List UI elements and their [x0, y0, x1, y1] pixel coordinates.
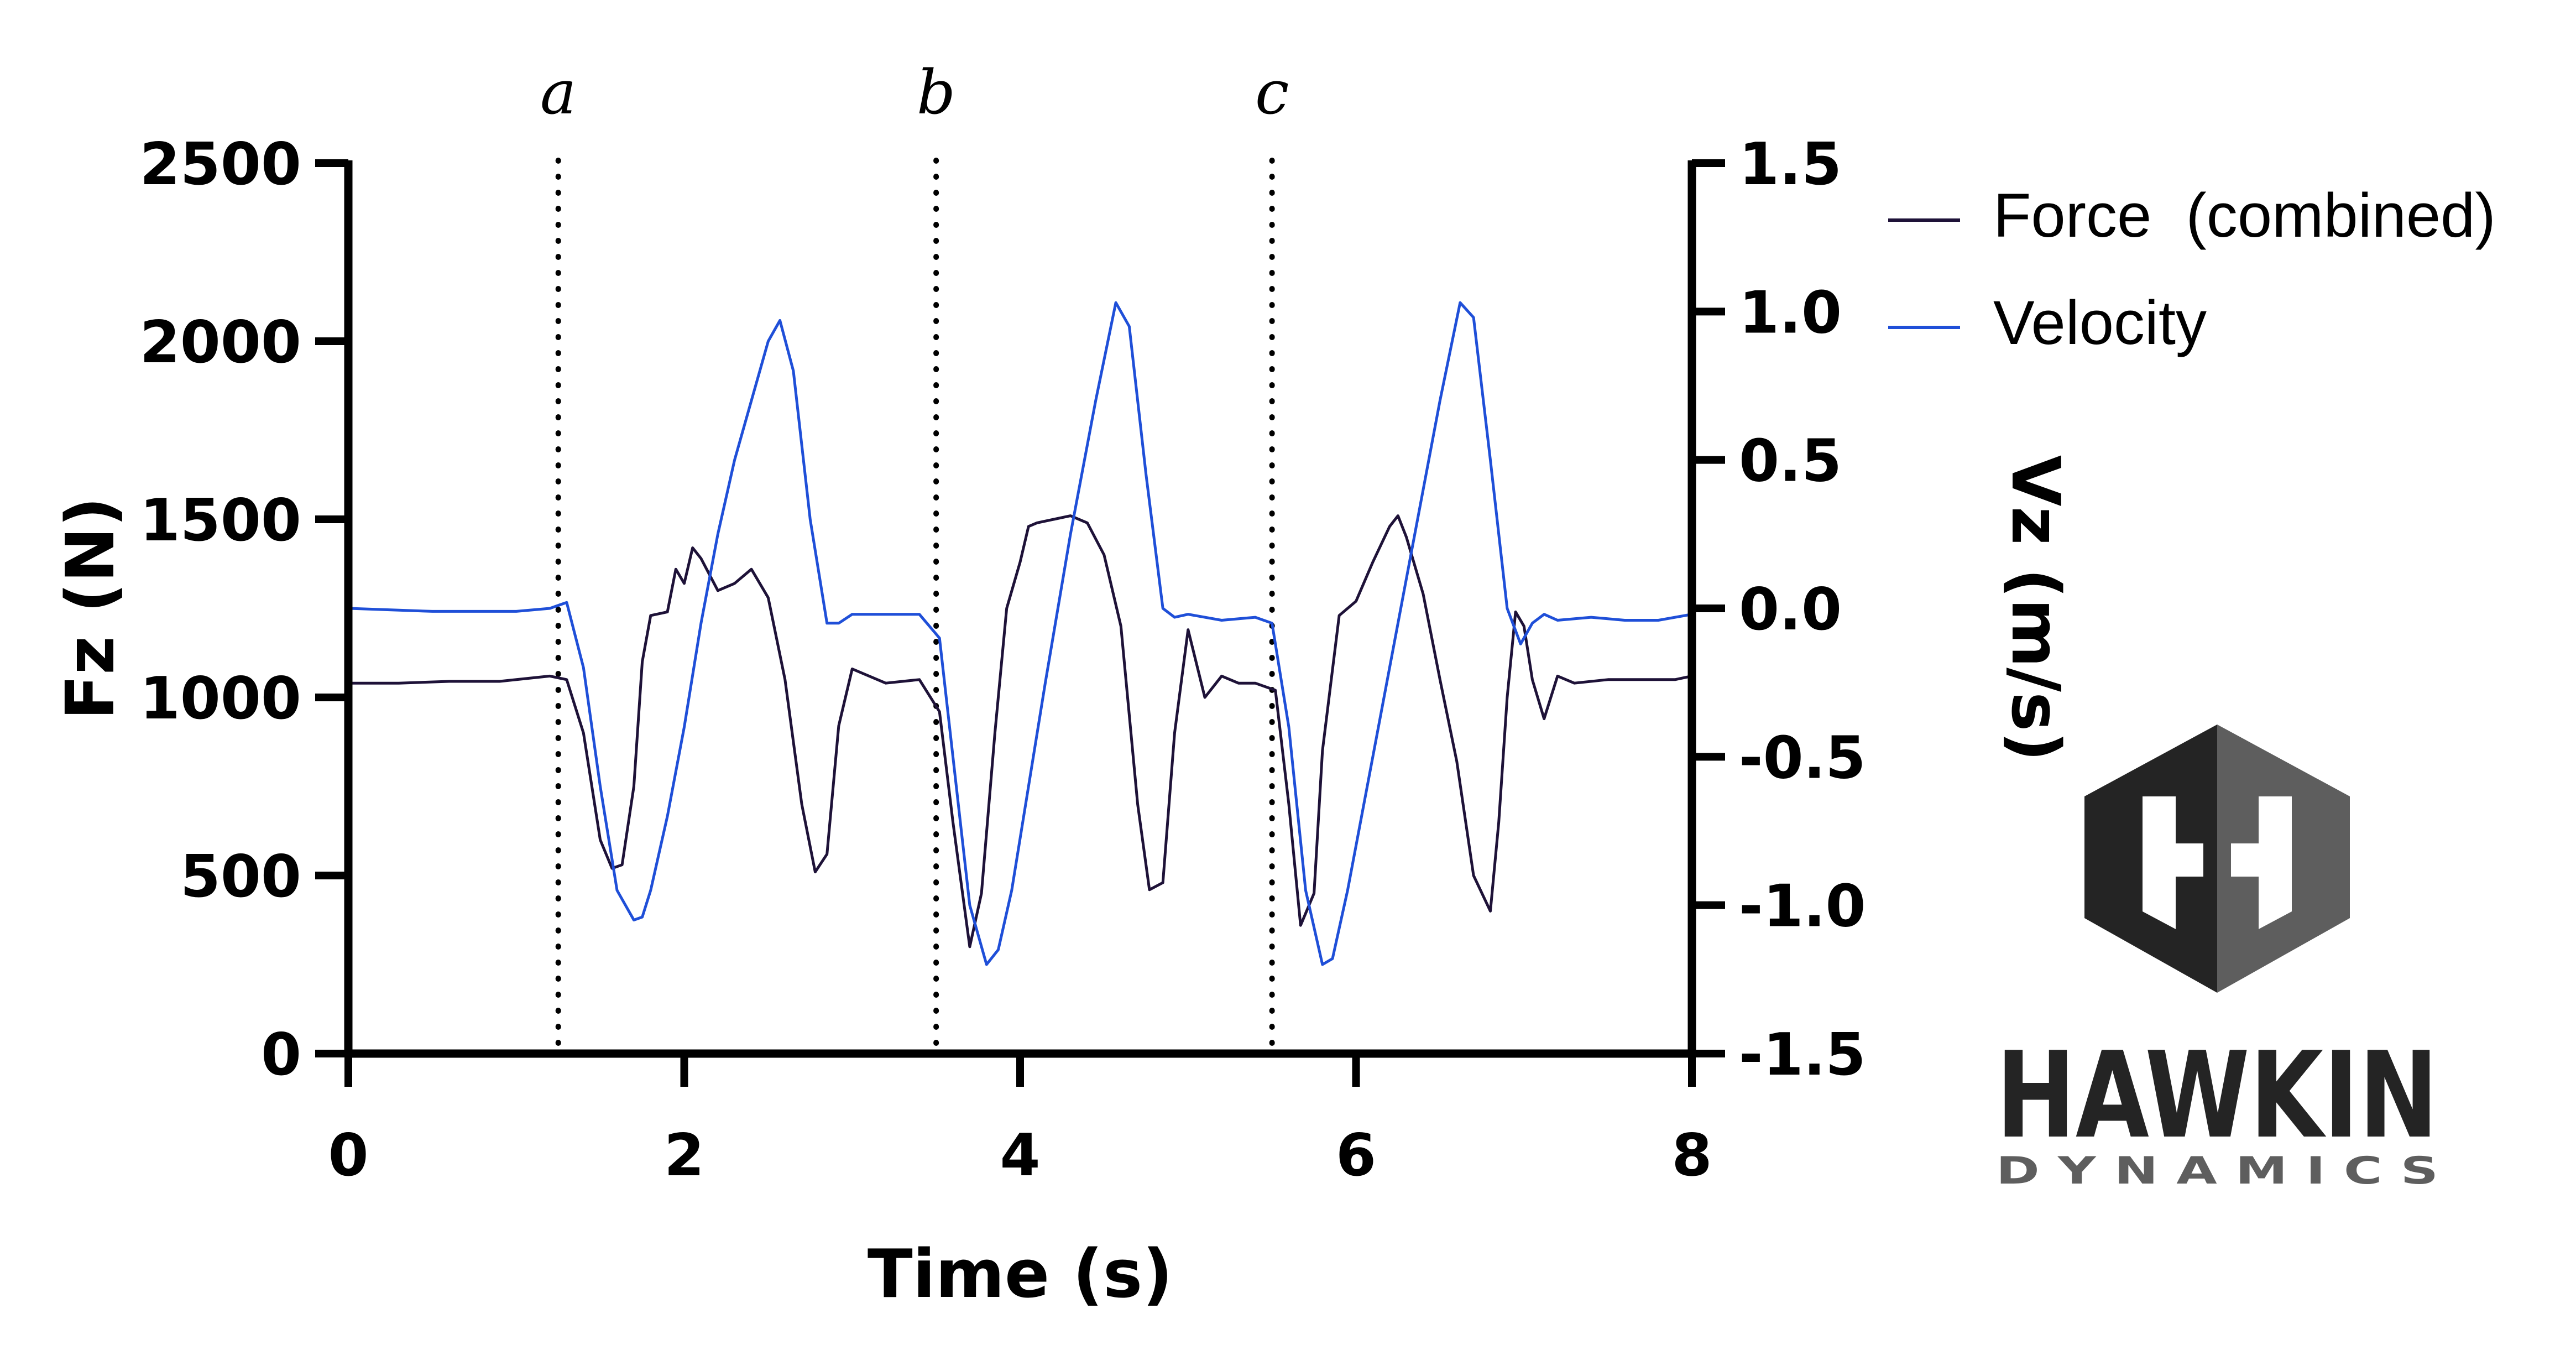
y-right-axis-ticks: -1.5 -1.0 -0.5 0.0 0.5 1.0 1.5 [1692, 131, 1866, 1088]
legend: Force (combined) Velocity [1888, 181, 2496, 357]
x-axis-title: Time (s) [868, 1236, 1173, 1313]
y-left-tick-label: 2500 [140, 131, 301, 198]
y-right-tick-label: -1.5 [1739, 1021, 1866, 1088]
x-tick-label: 2 [664, 1122, 704, 1189]
marker-label-b: b [917, 57, 955, 128]
y-right-tick-label: 0.5 [1739, 428, 1842, 495]
x-tick-label: 4 [1000, 1122, 1040, 1189]
marker-label-c: c [1255, 57, 1289, 128]
y-right-tick-label: -1.0 [1739, 873, 1866, 940]
legend-label-velocity: Velocity [1993, 288, 2207, 357]
logo-subword: D Y N A M I C S [1996, 1149, 2438, 1193]
x-tick-label: 8 [1671, 1122, 1712, 1189]
hexagon-icon [2084, 725, 2350, 993]
series-lines [347, 301, 1694, 966]
y-left-tick-label: 1500 [140, 487, 301, 554]
marker-lines: a b c [540, 57, 1289, 1056]
y-right-tick-label: 1.5 [1739, 131, 1842, 198]
logo-wordmark: HAWKIN [1996, 1026, 2438, 1165]
y-left-tick-label: 2000 [140, 309, 301, 376]
y-left-tick-label: 1000 [140, 665, 301, 732]
x-axis-ticks: 0 2 4 6 8 [328, 1054, 1712, 1189]
y-left-tick-label: 500 [180, 843, 301, 910]
x-tick-label: 6 [1336, 1122, 1376, 1189]
marker-label-a: a [540, 57, 577, 128]
legend-label-force: Force (combined) [1993, 181, 2496, 250]
series-line-velocity [347, 301, 1694, 966]
y-left-axis-ticks: 0 500 1000 1500 2000 2500 [140, 131, 348, 1088]
y-right-axis-title: Vz (m/s) [1997, 455, 2073, 762]
y-left-axis-title: Fz (N) [53, 497, 129, 720]
y-left-tick-label: 0 [261, 1021, 301, 1088]
series-line-force [347, 514, 1694, 948]
hawkin-logo: HAWKIN D Y N A M I C S [1996, 725, 2438, 1193]
y-right-tick-label: 0.0 [1739, 576, 1842, 643]
y-right-tick-label: -0.5 [1739, 724, 1866, 791]
y-right-tick-label: 1.0 [1739, 279, 1842, 346]
x-tick-label: 0 [328, 1122, 368, 1189]
